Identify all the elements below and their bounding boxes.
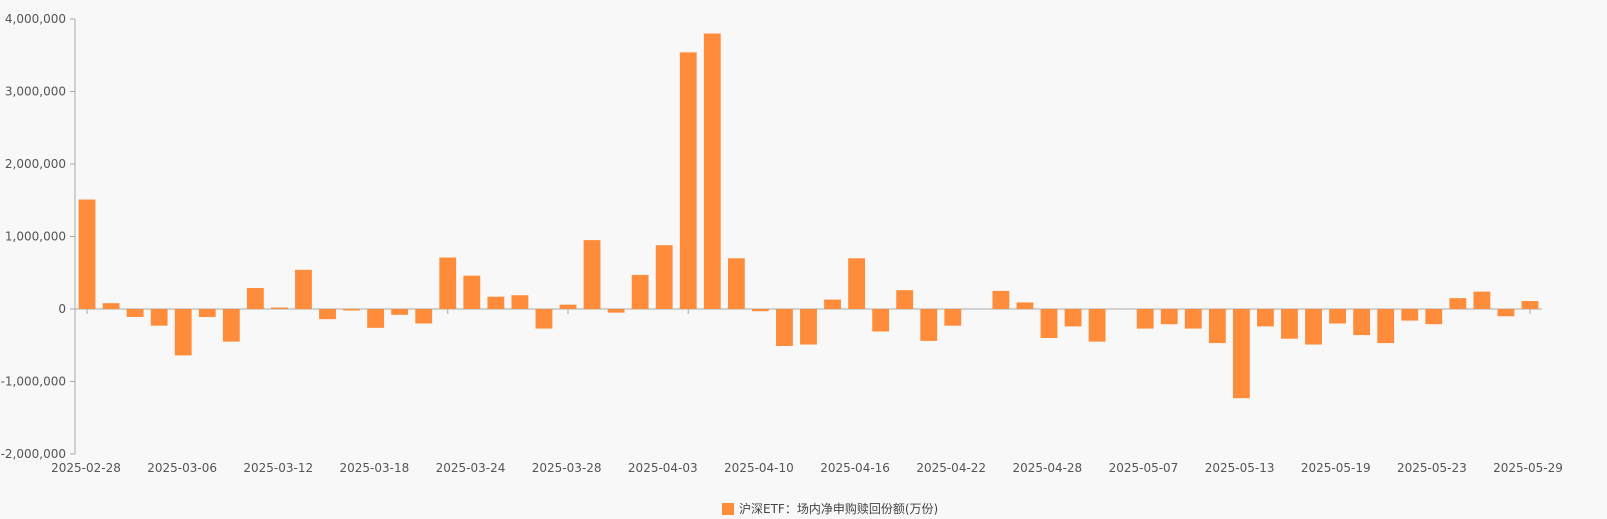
bar[interactable]: 2025-05-16: -490000 [1305,309,1322,345]
x-tick-label: 2025-04-16 [820,461,890,475]
bar[interactable]: 2025-04-10: -30000 [751,309,769,312]
x-tick-label: 2025-05-07 [1109,461,1179,475]
bars: 2025-02-28: 1510000 2025-03-03: 80000 2025… [78,33,1539,399]
legend-swatch [722,503,734,515]
bar[interactable]: 2025-05-19: -200000 [1329,309,1346,324]
bar[interactable]: 2025-03-17: -20000 [343,309,360,311]
bar[interactable]: 2025-05-29: 110000 [1521,301,1539,309]
bar[interactable]: 2025-04-01: -50000 [607,309,625,313]
bar[interactable]: 2025-03-20: -200000 [415,309,433,324]
bar[interactable]: 2025-05-20: -360000 [1353,309,1371,336]
bar[interactable]: 2025-05-21: -470000 [1377,309,1395,344]
bar[interactable]: 2025-03-13: 540000 [295,269,312,309]
bar[interactable]: 2025-04-07: 3540000 [679,52,697,309]
bar[interactable]: 2025-03-19: -80000 [391,309,409,315]
bar[interactable]: 2025-03-07: -110000 [198,309,216,317]
bar[interactable]: 2025-04-22: -230000 [944,309,962,326]
x-tick-label: 2025-05-29 [1493,461,1563,475]
bar[interactable]: 2025-05-22: -160000 [1401,309,1419,321]
bar[interactable]: 2025-04-08: 3800000 [703,33,721,310]
x-tick-label: 2025-04-22 [916,461,986,475]
bar[interactable]: 2025-05-12: -470000 [1208,309,1226,344]
bar[interactable]: 2025-05-07: -270000 [1136,309,1154,329]
bar[interactable]: 2025-05-13: -1230000 [1232,309,1250,399]
bar[interactable]: 2025-04-29: -240000 [1064,309,1082,327]
bar[interactable]: 2025-05-14: -240000 [1257,309,1274,327]
bar[interactable]: 2025-03-21: 710000 [439,257,457,309]
x-tick-label: 2025-05-19 [1301,461,1371,475]
bar[interactable]: 2025-03-18: -260000 [367,309,385,328]
x-tick-label: 2025-05-23 [1397,461,1467,475]
bar[interactable]: 2025-05-23: -210000 [1425,309,1443,325]
bar[interactable]: 2025-05-15: -410000 [1281,309,1298,339]
bar[interactable]: 2025-03-28: 60000 [559,304,577,309]
bar[interactable]: 2025-04-17: -310000 [872,309,890,332]
bar[interactable]: 2025-03-03: 80000 [102,303,120,309]
bar[interactable]: 2025-04-16: 700000 [848,258,866,309]
bar[interactable]: 2025-03-04: -110000 [126,309,144,317]
bar[interactable]: 2025-04-14: -490000 [800,309,817,345]
x-tick-label: 2025-04-28 [1012,461,1082,475]
y-tick-label: 3,000,000 [5,85,66,99]
bar[interactable]: 2025-05-08: -210000 [1160,309,1178,325]
bar[interactable]: 2025-03-12: 20000 [271,307,288,309]
x-tick-label: 2025-03-28 [532,461,602,475]
bar[interactable]: 2025-05-26: 150000 [1449,298,1467,309]
bar[interactable]: 2025-03-10: -450000 [222,309,240,342]
x-tick-label: 2025-03-24 [436,461,506,475]
x-tick-label: 2025-03-18 [340,461,410,475]
bar[interactable]: 2025-05-28: -100000 [1497,309,1515,317]
bar[interactable]: 2025-03-25: 170000 [487,296,505,309]
x-tick-label: 2025-05-13 [1205,461,1275,475]
bar[interactable]: 2025-03-24: 460000 [463,275,481,309]
bar[interactable]: 2025-03-11: 290000 [246,287,264,309]
legend[interactable]: 沪深ETF：场内净申购赎回份额(万份) [722,501,938,516]
bar[interactable]: 2025-03-14: -140000 [319,309,336,320]
bar[interactable]: 2025-04-28: -400000 [1040,309,1058,338]
bar[interactable]: 2025-03-06: -640000 [174,309,192,356]
y-tick-label: 0 [58,302,66,316]
legend-label: 沪深ETF：场内净申购赎回份额(万份) [739,501,938,516]
bar[interactable]: 2025-03-05: -230000 [150,309,168,326]
bar[interactable]: 2025-05-27: 240000 [1473,291,1491,309]
x-axis: 2025-02-28 2025-03-06 2025-03-12 2025-03-18… [51,308,1563,475]
y-tick-label: 1,000,000 [5,230,66,244]
bar[interactable]: 2025-04-24: 250000 [992,290,1010,309]
bar[interactable]: 2025-04-21: -440000 [920,309,938,341]
bar[interactable]: 2025-03-26: 190000 [511,295,529,309]
bar[interactable]: 2025-04-02: 470000 [631,274,649,309]
bar[interactable]: 2025-03-31: 950000 [583,240,601,309]
x-tick-label: 2025-03-06 [147,461,217,475]
bar[interactable]: 2025-04-11: -510000 [776,309,793,346]
bar[interactable]: 2025-04-25: 90000 [1016,302,1034,309]
y-tick-label: -1,000,000 [1,375,66,389]
y-tick-label: 2,000,000 [5,157,66,171]
y-tick-label: 4,000,000 [5,12,66,26]
x-tick-label: 2025-04-10 [724,461,794,475]
bar[interactable]: 2025-04-15: 130000 [824,299,841,309]
x-tick-label: 2025-03-12 [243,461,313,475]
bar[interactable]: 2025-04-18: 260000 [896,290,914,309]
y-tick-label: -2,000,000 [1,447,66,461]
bar[interactable]: 2025-02-28: 1510000 [78,199,96,309]
y-axis: 4,000,000 3,000,000 2,000,000 1,000,000 0 -1,… [1,12,76,461]
bar[interactable]: 2025-03-27: -270000 [535,309,553,329]
bar[interactable]: 2025-04-03: 880000 [655,245,673,309]
bar[interactable]: 2025-04-09: 700000 [727,258,745,309]
x-tick-label: 2025-02-28 [51,461,121,475]
bar[interactable]: 2025-05-09: -270000 [1184,309,1202,329]
x-tick-label: 2025-04-03 [628,461,698,475]
bar[interactable]: 2025-04-30: -450000 [1088,309,1106,342]
